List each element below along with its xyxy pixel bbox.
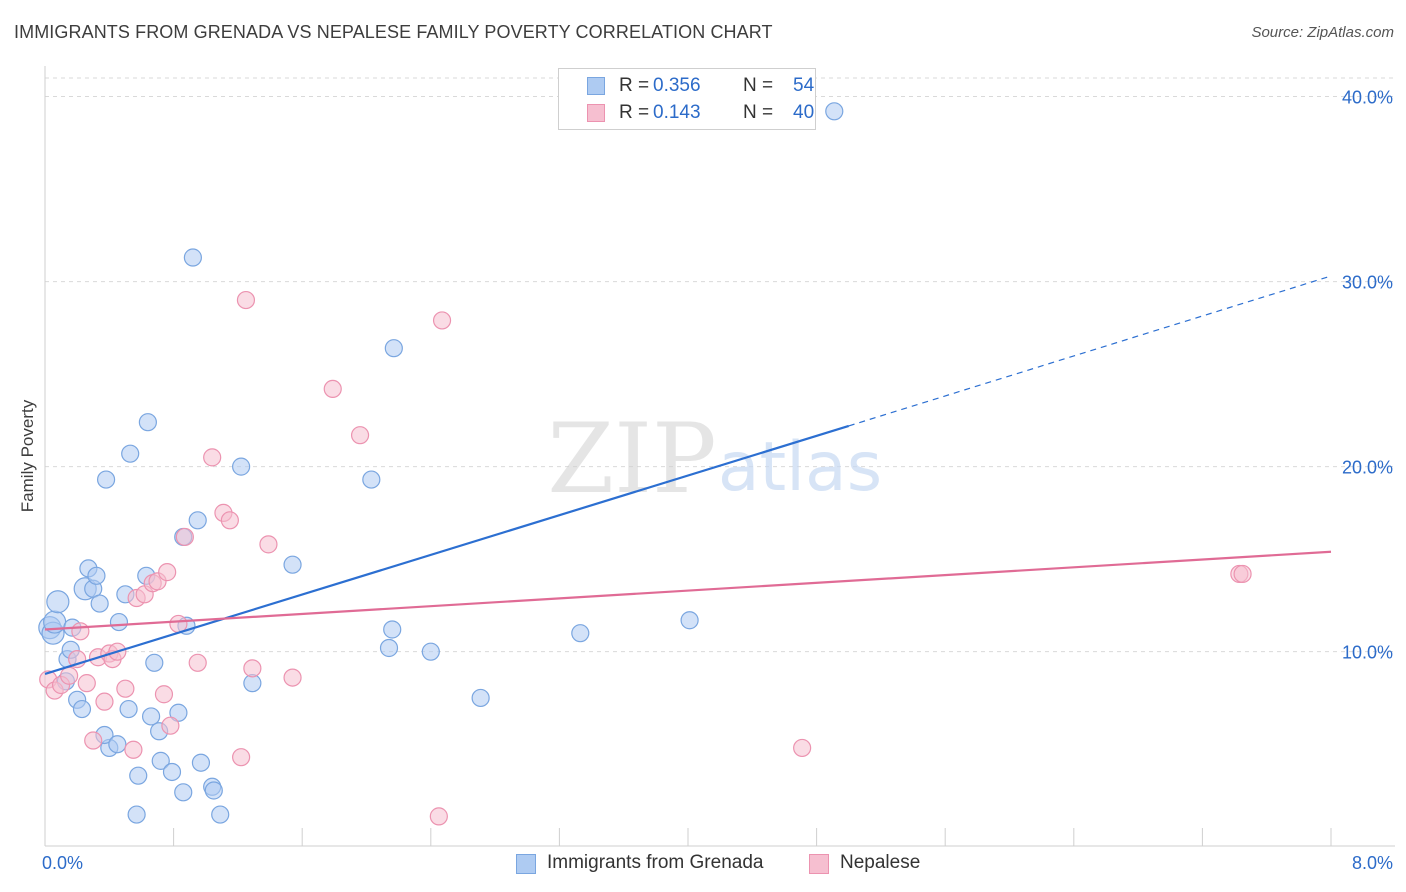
source-credit: Source: ZipAtlas.com: [1251, 24, 1394, 41]
point-grenada: [825, 102, 844, 121]
point-nepalese: [71, 622, 90, 641]
point-nepalese: [236, 290, 256, 310]
point-grenada: [174, 783, 193, 802]
points-layer: [38, 102, 1252, 826]
point-nepalese: [203, 448, 222, 467]
point-nepalese: [77, 674, 96, 693]
y-tick-label: 20.0%: [1342, 458, 1393, 478]
point-grenada: [109, 612, 129, 632]
legend-swatch-nepalese: [587, 104, 605, 122]
legend-swatch-nepalese: [809, 854, 829, 874]
point-nepalese: [793, 738, 812, 758]
point-grenada: [183, 248, 202, 267]
x-tick-label: 0.0%: [42, 853, 83, 873]
legend-swatch-grenada: [516, 854, 536, 874]
legend-n-value: 40: [793, 102, 815, 123]
point-grenada: [232, 457, 251, 476]
point-nepalese: [232, 748, 251, 767]
point-grenada: [384, 339, 403, 358]
point-grenada: [680, 611, 699, 630]
point-grenada: [72, 699, 92, 719]
point-grenada: [191, 753, 211, 772]
point-nepalese: [124, 740, 143, 759]
point-nepalese: [220, 511, 239, 530]
point-grenada: [141, 707, 161, 726]
point-nepalese: [323, 379, 342, 399]
point-grenada: [421, 642, 440, 661]
point-nepalese: [243, 659, 262, 678]
trend-layer: [44, 275, 1332, 675]
legend-r-value: 0.143: [653, 102, 701, 123]
legend-label-nepalese: Nepalese: [840, 852, 921, 873]
legend-n-key: N =: [743, 102, 774, 123]
point-grenada: [151, 751, 170, 770]
point-grenada: [383, 620, 402, 639]
point-grenada: [169, 703, 188, 722]
trendline-grenada: [44, 424, 850, 675]
point-grenada: [379, 638, 399, 658]
point-grenada: [571, 624, 590, 643]
point-grenada: [127, 805, 146, 824]
point-grenada: [362, 470, 381, 489]
point-grenada: [87, 566, 106, 585]
point-grenada: [145, 653, 164, 672]
point-nepalese: [175, 527, 194, 547]
point-nepalese: [84, 731, 103, 750]
point-nepalese: [283, 668, 302, 687]
chart-title: IMMIGRANTS FROM GRENADA VS NEPALESE FAMI…: [14, 22, 773, 42]
point-nepalese: [188, 653, 207, 672]
point-nepalese: [350, 426, 370, 445]
point-grenada: [204, 781, 223, 800]
point-nepalese: [95, 692, 114, 711]
watermark: ZIP atlas: [547, 403, 882, 515]
point-nepalese: [116, 679, 135, 698]
x-tick-label: 8.0%: [1352, 853, 1393, 873]
point-grenada: [162, 762, 182, 782]
point-grenada: [96, 470, 116, 489]
point-nepalese: [432, 311, 452, 330]
legend-label-grenada: Immigrants from Grenada: [547, 852, 764, 873]
axis-layer: [44, 66, 1395, 847]
legend-r-value: 0.356: [653, 75, 701, 96]
legend-n-key: N =: [743, 75, 774, 96]
legend-r-key: R =: [619, 75, 650, 96]
y-tick-label: 10.0%: [1342, 643, 1393, 663]
point-grenada: [108, 735, 127, 754]
legend-r-key: R =: [619, 102, 650, 123]
legend-n-value: 54: [793, 75, 815, 96]
point-nepalese: [158, 563, 177, 582]
point-nepalese: [161, 716, 180, 735]
point-grenada: [90, 594, 109, 613]
point-nepalese: [1233, 564, 1252, 584]
trendline-nepalese: [44, 550, 1332, 631]
legend-swatch-grenada: [587, 77, 605, 95]
grid-layer: [45, 77, 1395, 653]
point-grenada: [46, 590, 70, 614]
watermark-zip: ZIP: [547, 403, 716, 515]
point-grenada: [283, 555, 302, 574]
point-nepalese: [154, 685, 174, 704]
point-grenada: [129, 766, 148, 785]
point-nepalese: [60, 666, 79, 685]
point-grenada: [471, 688, 490, 708]
point-grenada: [211, 805, 230, 824]
point-grenada: [138, 413, 157, 432]
point-grenada: [121, 444, 140, 463]
y-tick-label: 30.0%: [1342, 273, 1393, 293]
point-nepalese: [259, 535, 278, 554]
point-grenada: [119, 699, 138, 719]
point-grenada: [188, 511, 207, 530]
correlation-legend: R = 0.356 N = 54 R = 0.143 N = 40: [558, 68, 816, 130]
trendline-grenada-extension: [848, 275, 1332, 427]
y-tick-label: 40.0%: [1342, 88, 1393, 108]
tick-labels: 10.0% 20.0% 30.0% 40.0% 0.0% 8.0%: [42, 88, 1393, 873]
point-nepalese: [429, 807, 448, 826]
